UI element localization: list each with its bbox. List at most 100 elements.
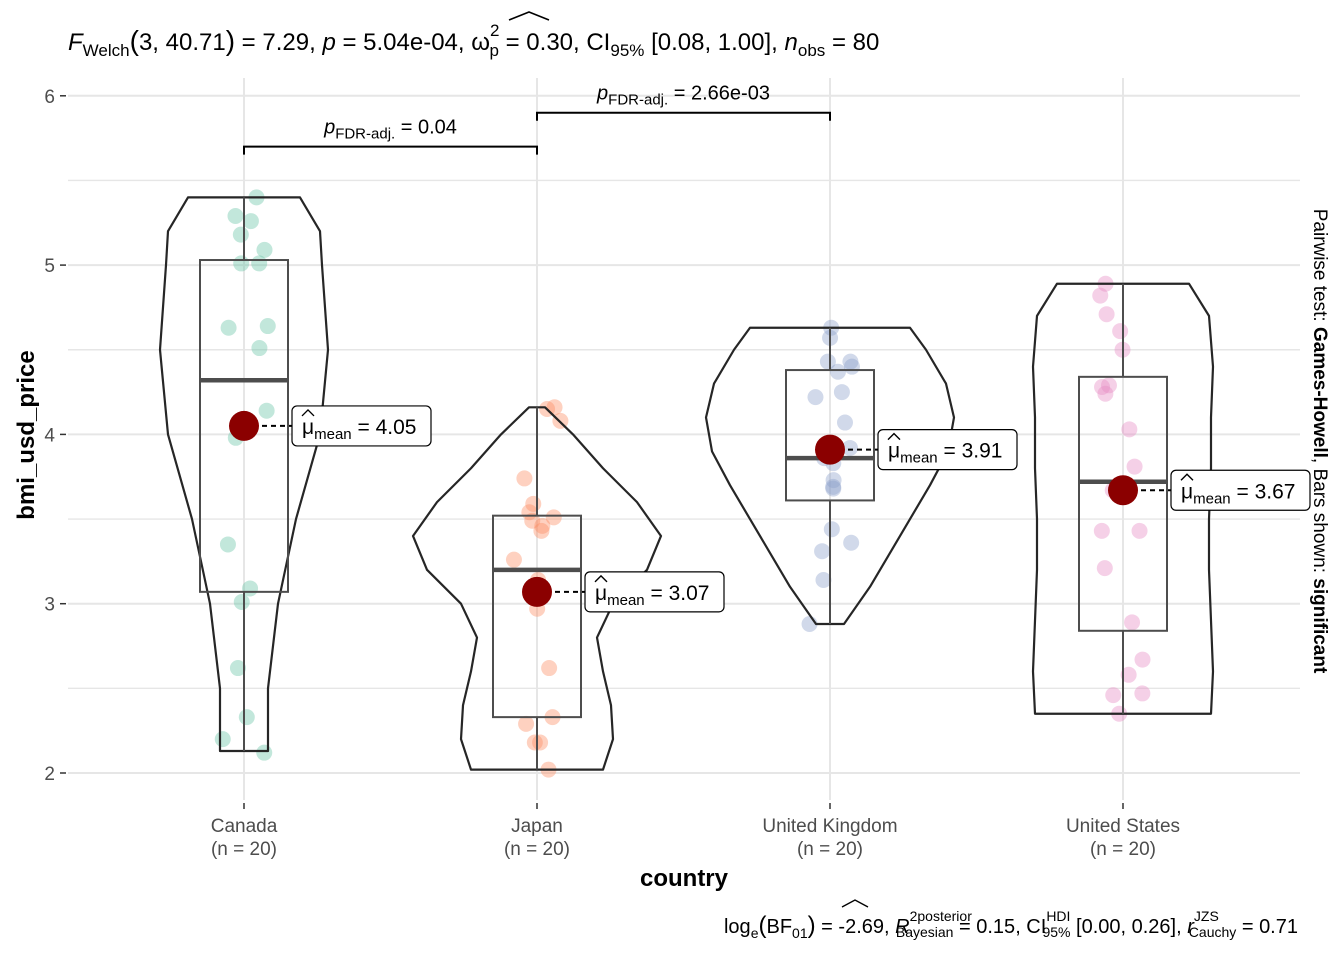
data-point [1094,378,1111,395]
data-point [1126,458,1143,475]
mu-hat [887,432,901,441]
data-point [825,480,842,497]
mu-hat [301,408,315,417]
x-tick-n-label: (n = 20) [504,839,570,860]
caption-r: 0.71 [1259,916,1298,938]
data-point [1131,522,1148,539]
box [492,514,582,719]
data-point [256,744,273,761]
title-f-value: 7.29 [262,29,309,56]
data-point [1096,560,1113,577]
data-point [825,478,842,495]
y-tick-label: 5 [44,256,55,277]
data-point [1112,323,1129,340]
box [199,259,289,593]
data-point [516,470,533,487]
group-united-kingdom: μmean = 3.91 [704,319,1018,633]
group-japan: μmean = 3.07 [411,399,725,778]
x-tick-n-label: (n = 20) [211,839,277,860]
data-point [1100,377,1117,394]
data-point [843,534,860,551]
data-point [841,439,858,456]
mu-hat [1180,473,1194,481]
data-point [1092,287,1109,304]
data-point [256,241,273,258]
mean-point [1108,475,1138,506]
mean-label: μmean = 3.67 [1181,480,1295,507]
data-point [545,509,562,526]
data-point [525,495,542,512]
x-axis-title: country [640,865,729,892]
mu-hat [594,574,608,583]
data-point [220,319,237,336]
box [1078,375,1168,632]
mean-label-box [1170,469,1311,511]
data-point [1098,306,1115,323]
violin [704,326,956,626]
data-point [526,734,543,751]
title-nobs-label: obs [798,41,825,60]
data-point [814,543,831,560]
chart-caption: loge(BF01) = -2.69, R2posterior Bayesian … [724,908,1298,941]
title-omega-value: 0.30 [526,29,573,56]
data-point [807,389,824,406]
x-axis: Canada(n = 20)Japan(n = 20)United Kingdo… [211,803,1180,860]
title-ci-label: 95% [610,41,644,60]
title-welch-label: Welch [83,41,130,60]
pairwise-test-label: Pairwise test: Games-Howell, Bars shown:… [1309,209,1330,674]
pairwise-bracket [243,145,538,155]
y-tick-label: 4 [44,425,55,446]
data-point [825,472,842,489]
x-tick-label: Japan [511,816,563,837]
data-point [815,571,832,588]
data-point [259,318,276,335]
x-tick-n-label: (n = 20) [797,839,863,860]
mean-label-box [291,405,432,447]
data-point [238,709,255,726]
data-point [229,660,246,677]
data-point [232,226,249,243]
chart-title: FWelch(3, 40.71) = 7.29, p = 5.04e-04, ω… [68,21,879,60]
data-point [823,521,840,538]
mean-label-box [584,571,725,613]
mean-point [229,410,259,441]
group-canada: μmean = 4.05 [158,189,432,761]
data-point [524,512,541,529]
y-tick-label: 3 [44,595,55,616]
data-point [242,213,259,230]
mean-label: μmean = 3.91 [888,440,1002,467]
data-point [819,353,836,370]
mean-point [815,434,845,465]
data-point [833,384,850,401]
mean-label-box [877,429,1018,471]
data-point [233,255,250,272]
mean-point [522,576,552,607]
x-tick-label: United States [1066,816,1180,837]
r2-hat [841,899,869,908]
violin [158,196,330,753]
groups: μmean = 4.05 μmean = 3.07 μmean = 3.91 μmea… [158,189,1311,778]
data-point [258,402,275,419]
data-point [541,660,558,677]
data-point [518,715,535,732]
data-point [1105,687,1122,704]
data-point [534,517,551,534]
data-point [251,340,268,357]
caption-bf: -2.69 [838,916,884,938]
data-point [1124,614,1141,631]
caption-r2: 0.15 [976,916,1015,938]
mean-label: μmean = 3.07 [595,582,709,609]
pairwise-label: pFDR-adj. = 2.66e-03 [596,83,770,109]
group-united-states: μmean = 3.67 [1031,275,1311,722]
data-point [1121,421,1138,438]
data-point [505,551,522,568]
caption-ci: [0.00, 0.26] [1076,916,1176,938]
title-omega: ω [471,29,490,56]
data-point [1134,685,1151,702]
x-tick-n-label: (n = 20) [1090,839,1156,860]
pairwise-comparisons: pFDR-adj. = 0.04 pFDR-adj. = 2.66e-03 [243,83,831,155]
data-point [214,731,231,748]
y-axis-title: bmi_usd_price [13,350,40,519]
data-point [1097,385,1114,402]
